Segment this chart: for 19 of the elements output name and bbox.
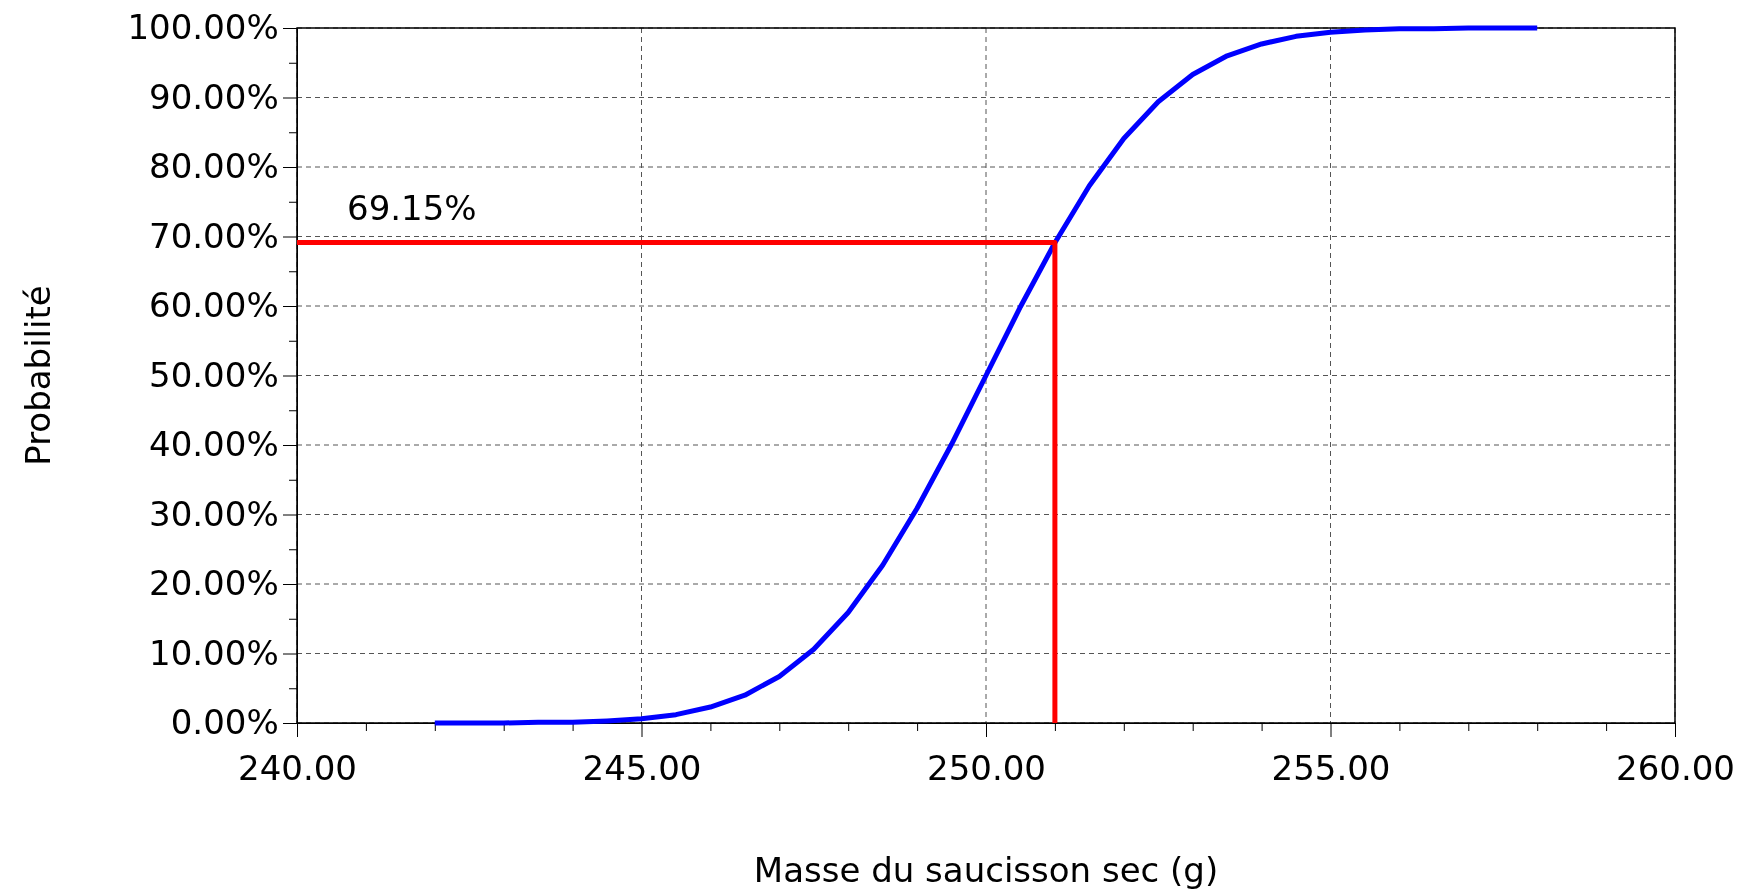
x-axis-title: Masse du saucisson sec (g) bbox=[753, 850, 1219, 890]
y-tick-label: 60.00% bbox=[149, 285, 279, 326]
y-tick-label: 0.00% bbox=[170, 702, 279, 743]
y-tick-label: 10.00% bbox=[149, 632, 279, 673]
annotation: 69.15% bbox=[347, 188, 477, 229]
y-axis-title: Probabilité bbox=[18, 285, 58, 466]
y-tick-label: 80.00% bbox=[149, 146, 279, 187]
y-tick-label: 100.00% bbox=[127, 7, 279, 48]
y-tick-label: 40.00% bbox=[149, 424, 279, 465]
y-tick-label: 30.00% bbox=[149, 493, 279, 534]
x-tick-label: 260.00 bbox=[1616, 748, 1735, 789]
y-tick-label: 70.00% bbox=[149, 215, 279, 256]
x-tick-label: 240.00 bbox=[238, 748, 357, 789]
y-tick-label: 90.00% bbox=[149, 76, 279, 117]
y-tick-label: 50.00% bbox=[149, 354, 279, 395]
y-tick-label: 20.00% bbox=[149, 563, 279, 604]
x-tick-label: 255.00 bbox=[1271, 748, 1391, 789]
x-tick-label: 250.00 bbox=[927, 748, 1046, 789]
x-tick-label: 245.00 bbox=[582, 748, 702, 789]
